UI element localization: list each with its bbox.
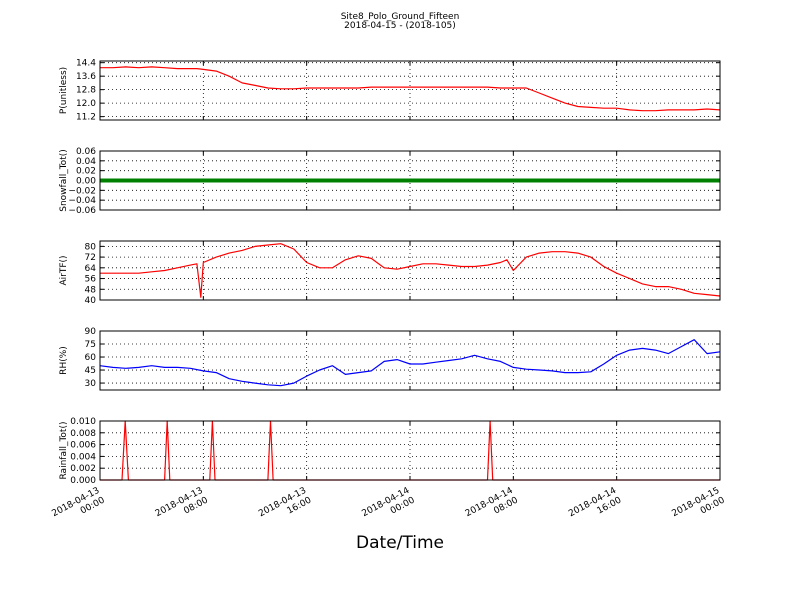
figure-subtitle: 2018-04-15 - (2018-105) — [344, 21, 456, 31]
x-tick-label: 2018-04-1308:00 — [154, 486, 210, 529]
x-tick-label: 2018-04-1400:00 — [361, 486, 417, 529]
y-tick-label: 13.6 — [76, 72, 96, 82]
y-tick-label: 0.06 — [76, 147, 96, 157]
x-tick-label: 2018-04-1300:00 — [51, 486, 107, 529]
y-tick-label: 0.002 — [70, 464, 96, 474]
axes-frame — [99, 150, 721, 211]
x-tick-label: 2018-04-1500:00 — [671, 486, 727, 529]
series-line — [100, 243, 721, 298]
y-axis-label: Snowfall_Tot() — [59, 149, 69, 212]
y-tick-label: 80 — [85, 242, 97, 252]
y-tick-label: 56 — [85, 275, 97, 285]
x-tick-label: 2018-04-1408:00 — [464, 486, 520, 529]
series-line — [99, 339, 721, 387]
axes-frame — [99, 60, 721, 121]
y-axis-label: AirTF() — [59, 255, 69, 285]
y-tick-label: 45 — [85, 366, 96, 376]
y-tick-label: 0.006 — [70, 441, 96, 451]
y-tick-label: 12.0 — [76, 99, 96, 109]
y-tick-label: 0.000 — [70, 476, 96, 486]
y-tick-label: 72 — [85, 253, 96, 263]
y-axis-label: RH(%) — [59, 346, 69, 375]
y-tick-label: 12.8 — [76, 86, 96, 96]
y-tick-label: 0.00 — [76, 177, 96, 187]
axes-frame — [99, 420, 721, 481]
y-tick-label: 40 — [85, 296, 97, 306]
y-tick-label: 48 — [85, 285, 97, 295]
y-tick-label: 0.004 — [70, 452, 96, 462]
y-tick-label: 30 — [85, 379, 97, 389]
axes-frame — [99, 240, 721, 301]
y-tick-label: 0.04 — [76, 157, 96, 167]
y-tick-label: 14.4 — [76, 59, 96, 69]
y-axis-label: P(unitless) — [59, 67, 69, 114]
y-tick-label: 0.008 — [70, 429, 96, 439]
axes-frame — [99, 330, 721, 391]
y-tick-label: 75 — [85, 340, 96, 350]
figure-title: Site8_Polo_Ground_Fifteen — [340, 12, 460, 22]
x-tick-label: 2018-04-1316:00 — [257, 486, 313, 529]
x-axis-label: Date/Time — [356, 533, 444, 553]
y-tick-label: −0.06 — [68, 206, 96, 216]
y-tick-label: −0.04 — [68, 196, 96, 206]
y-tick-label: 0.010 — [70, 417, 96, 427]
y-tick-label: 64 — [85, 264, 97, 274]
y-tick-label: −0.02 — [68, 186, 96, 196]
y-axis-label: Rainfall_Tot() — [59, 422, 69, 480]
y-tick-label: 60 — [85, 353, 97, 363]
y-tick-label: 90 — [85, 327, 97, 337]
x-tick-label: 2018-04-1416:00 — [567, 486, 623, 529]
y-tick-label: 0.02 — [76, 167, 96, 177]
series-line — [100, 66, 721, 112]
y-tick-label: 11.2 — [76, 113, 96, 123]
